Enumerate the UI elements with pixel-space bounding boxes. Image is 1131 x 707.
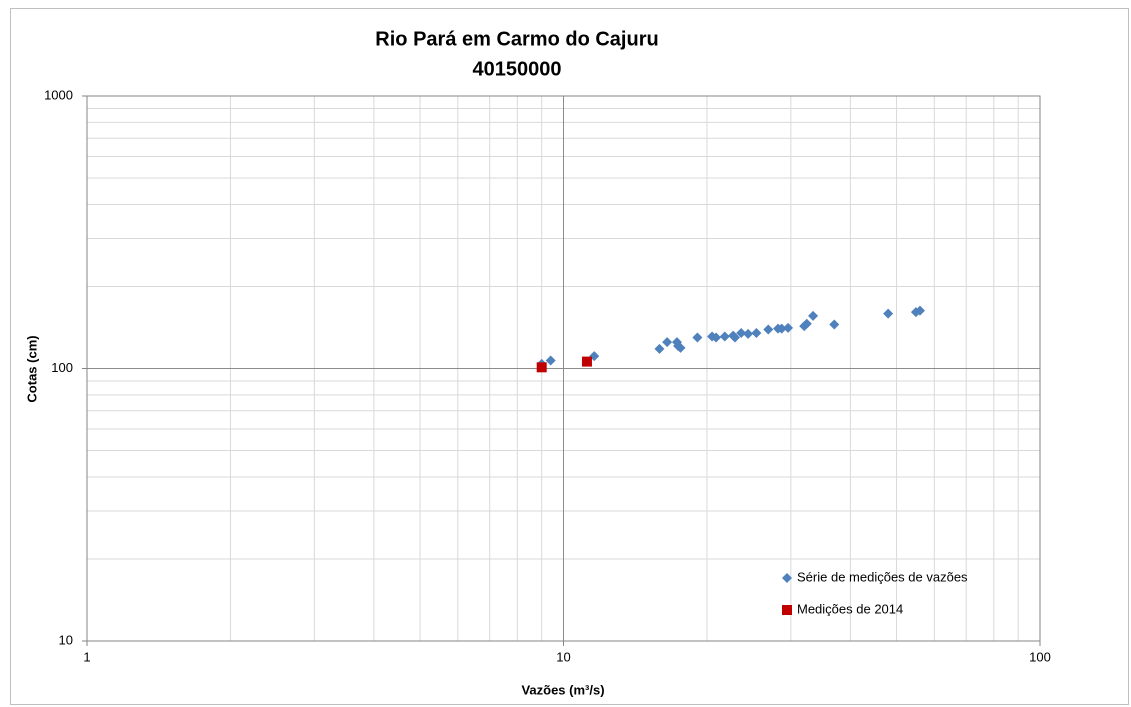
chart-subtitle: 40150000 xyxy=(473,58,562,80)
point xyxy=(662,337,673,348)
y-tick-label: 1000 xyxy=(44,87,73,102)
point xyxy=(729,332,740,343)
point xyxy=(763,324,774,335)
y-tick-label: 100 xyxy=(51,360,73,375)
point xyxy=(654,343,665,354)
x-tick-label: 100 xyxy=(1029,649,1051,664)
point xyxy=(751,327,762,338)
legend-marker xyxy=(782,573,792,583)
chart-title: Rio Pará em Carmo do Cajuru xyxy=(375,28,658,50)
point xyxy=(536,362,547,373)
point xyxy=(692,332,703,343)
x-tick-label: 1 xyxy=(83,649,90,664)
point xyxy=(743,328,754,339)
point xyxy=(883,308,894,319)
y-axis-title: Cotas (cm) xyxy=(24,335,39,402)
point xyxy=(783,322,794,333)
point xyxy=(675,342,686,353)
point xyxy=(808,310,819,321)
point xyxy=(711,332,722,343)
point xyxy=(776,323,787,334)
point xyxy=(581,356,592,367)
x-tick-label: 10 xyxy=(556,649,570,664)
point xyxy=(801,318,812,329)
y-tick-label: 10 xyxy=(59,632,73,647)
point xyxy=(545,355,556,366)
plot-border xyxy=(86,95,1041,642)
legend-label: Série de medições de vazões xyxy=(797,569,968,584)
point xyxy=(829,319,840,330)
x-axis-title: Vazões (m³/s) xyxy=(521,682,604,697)
point xyxy=(736,327,747,338)
legend-label: Medições de 2014 xyxy=(797,601,903,616)
point xyxy=(915,305,926,316)
point xyxy=(719,331,730,342)
legend-marker xyxy=(782,605,792,615)
